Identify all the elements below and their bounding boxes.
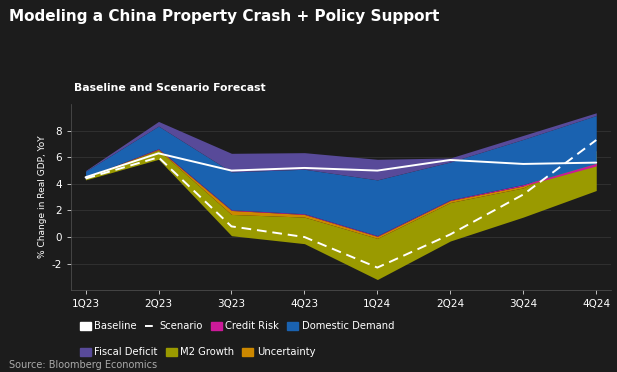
Legend: Fiscal Deficit, M2 Growth, Uncertainty: Fiscal Deficit, M2 Growth, Uncertainty: [76, 343, 320, 362]
Legend: Baseline, Scenario, Credit Risk, Domestic Demand: Baseline, Scenario, Credit Risk, Domesti…: [76, 317, 399, 336]
Y-axis label: % Change in Real GDP, YoY: % Change in Real GDP, YoY: [38, 136, 48, 259]
Text: Modeling a China Property Crash + Policy Support: Modeling a China Property Crash + Policy…: [9, 9, 440, 24]
Text: Baseline and Scenario Forecast: Baseline and Scenario Forecast: [73, 83, 265, 93]
Text: Source: Bloomberg Economics: Source: Bloomberg Economics: [9, 360, 157, 370]
